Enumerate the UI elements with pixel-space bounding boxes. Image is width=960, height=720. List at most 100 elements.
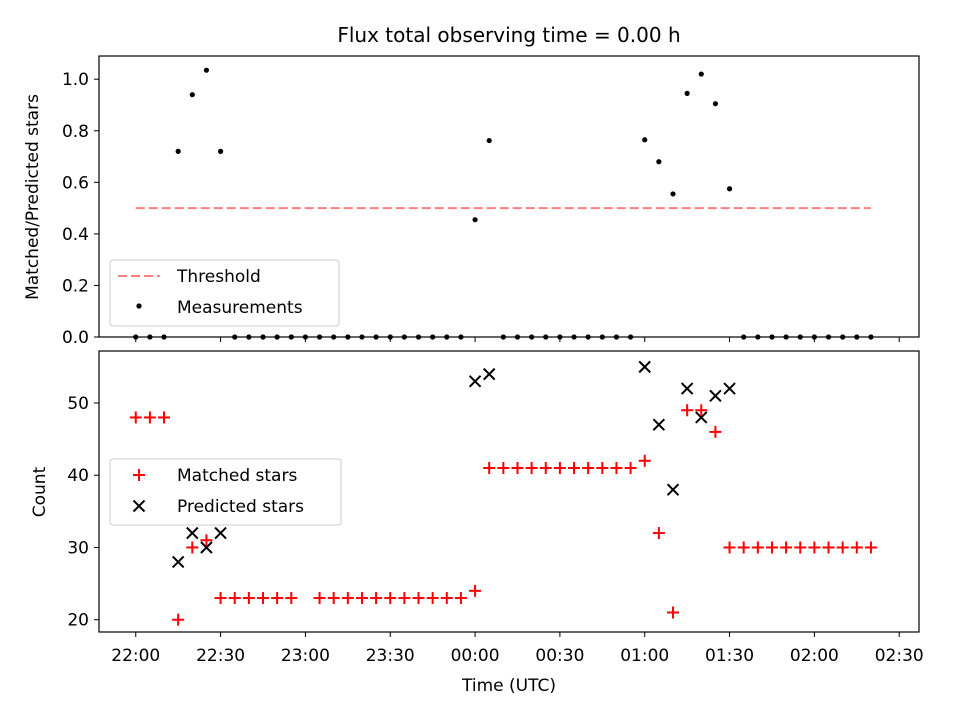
- measurement-point: [316, 334, 323, 340]
- x-tick-label: 23:30: [366, 646, 415, 666]
- measurement-point: [825, 334, 832, 340]
- predicted-point: [680, 382, 694, 395]
- predicted-point: [638, 360, 651, 374]
- legend-matched-label: Matched stars: [177, 466, 297, 486]
- legend-matched-swatch: [133, 469, 145, 481]
- matched-point: [765, 541, 778, 554]
- predicted-point-b: [186, 526, 199, 540]
- matched-point: [794, 541, 807, 554]
- top-y-tick-label: 0.6: [62, 173, 89, 193]
- legend-measurements-label: Measurements: [177, 298, 303, 318]
- bottom-y-axis-label: Count: [30, 466, 50, 517]
- bottom-x-ticks: 22:00 22:30 23:00 23:30 00:00 00:30 01:00 01:30…: [111, 632, 924, 666]
- measurement-point: [246, 334, 252, 340]
- measurement-point: [415, 334, 422, 340]
- bottom-legend: Matched stars Predicted stars: [109, 458, 342, 526]
- predicted-point: [171, 555, 185, 569]
- measurement-point: [359, 334, 365, 340]
- measurement-point: [232, 334, 238, 340]
- predicted-point-b: [171, 555, 185, 569]
- matched-point: [667, 606, 679, 619]
- matched-point: [780, 541, 793, 554]
- bottom-y-tick-label: 30: [67, 538, 89, 558]
- matched-point: [723, 541, 736, 554]
- measurement-point: [161, 334, 167, 340]
- predicted-point-b: [638, 360, 651, 374]
- x-tick-label: 22:30: [196, 646, 245, 666]
- matched-point: [539, 462, 552, 475]
- measurement-point: [769, 334, 775, 340]
- measurement-point: [486, 137, 492, 144]
- predicted-point: [468, 375, 482, 388]
- matched-point: [695, 404, 708, 417]
- predicted-point: [695, 411, 708, 424]
- predicted-point: [200, 541, 213, 554]
- measurement-point: [557, 334, 563, 340]
- top-legend-box: [109, 259, 340, 327]
- top-y-tick-label: 0.4: [62, 225, 89, 245]
- matched-point: [228, 592, 241, 605]
- matched-point: [469, 584, 482, 597]
- matched-point: [511, 462, 524, 475]
- predicted-point-b: [695, 411, 708, 424]
- matched-point: [681, 404, 694, 417]
- measurement-point: [529, 334, 535, 340]
- matched-point: [808, 541, 821, 554]
- measurement-point: [741, 334, 747, 340]
- predicted-point-b: [666, 483, 680, 496]
- measurement-point: [599, 334, 605, 340]
- matched-point: [497, 462, 510, 475]
- top-y-tick-label: 0.2: [62, 276, 89, 296]
- matched-point: [638, 454, 651, 467]
- matched-point: [483, 462, 496, 475]
- measurement-point: [203, 67, 210, 73]
- matched-points: [129, 404, 877, 626]
- measurement-point: [783, 334, 789, 340]
- bottom-legend-box: [109, 458, 342, 526]
- measurement-point: [147, 334, 153, 340]
- measurement-point: [387, 334, 393, 340]
- measurement-point: [840, 334, 846, 340]
- matched-point: [709, 425, 722, 438]
- matched-point: [313, 592, 326, 605]
- measurement-point: [430, 334, 436, 340]
- legend-predicted-marker-b: [132, 499, 146, 513]
- measurement-point: [133, 334, 139, 340]
- measurement-point: [543, 334, 549, 340]
- top-panel: 0.0 0.2 0.4 0.6 0.8 1.0 Matched/Predicted sta…: [23, 55, 920, 348]
- matched-point: [454, 592, 467, 605]
- matched-point: [864, 541, 877, 554]
- x-tick-label: 22:00: [111, 646, 160, 666]
- measurement-point: [189, 92, 195, 98]
- measurement-point: [656, 159, 662, 165]
- measurement-point: [472, 217, 478, 223]
- top-y-axis-label: Matched/Predicted stars: [23, 94, 43, 300]
- measurement-point: [613, 334, 620, 340]
- measurement-point: [811, 334, 817, 340]
- matched-point: [158, 411, 171, 424]
- measurement-point: [274, 334, 280, 340]
- x-axis-label: Time (UTC): [461, 676, 556, 696]
- matched-point: [737, 541, 750, 554]
- x-tick-label: 02:30: [875, 646, 924, 666]
- matched-point: [426, 592, 439, 605]
- measurement-point: [726, 186, 733, 192]
- matched-point: [582, 462, 595, 475]
- measurement-point: [571, 334, 577, 340]
- matched-point: [525, 462, 538, 475]
- measurement-point: [854, 334, 860, 340]
- legend-predicted-marker: [132, 499, 146, 513]
- matched-point: [172, 613, 185, 626]
- measurement-point: [345, 334, 351, 340]
- matched-point: [652, 527, 665, 540]
- matched-point: [285, 592, 298, 605]
- matched-point: [398, 592, 411, 605]
- legend-predicted-label: Predicted stars: [177, 497, 304, 517]
- measurement-point: [642, 137, 648, 143]
- legend-threshold-label: Threshold: [176, 267, 261, 287]
- x-tick-label: 02:00: [790, 646, 839, 666]
- measurement-points: [133, 67, 874, 340]
- measurement-point: [217, 148, 224, 154]
- matched-point: [751, 541, 764, 554]
